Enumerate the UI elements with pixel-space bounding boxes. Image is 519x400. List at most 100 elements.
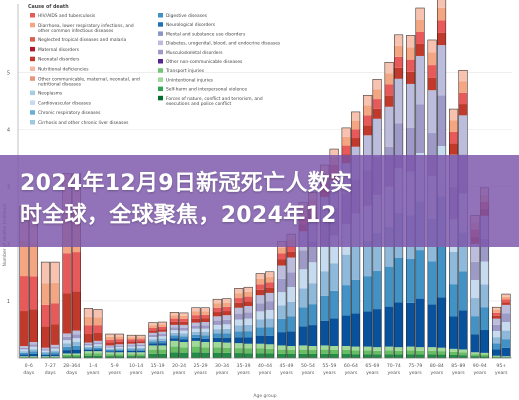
bar-segment [72, 354, 81, 357]
bar-segment [170, 330, 179, 333]
bar-segment [234, 319, 244, 326]
bar-segment [394, 45, 403, 57]
bar-segment [170, 352, 179, 358]
bar-segment [351, 313, 360, 347]
bar-segment [234, 353, 244, 358]
bar-segment [234, 343, 244, 349]
bar-segment [308, 346, 317, 351]
bar-segment [308, 304, 317, 326]
bar-segment [286, 287, 296, 302]
bar-segment [492, 324, 501, 331]
legend-label: Other non-communicable diseases [166, 59, 243, 65]
x-tick-label: years [280, 370, 293, 376]
bar-segment [298, 353, 308, 358]
bar-segment [127, 348, 136, 350]
bar-segment [406, 259, 415, 303]
bar-segment [458, 104, 468, 116]
bar-segment [72, 349, 81, 354]
bar-segment [136, 347, 146, 350]
bar-segment [492, 349, 501, 356]
bar-segment [470, 279, 480, 299]
bar-segment [298, 250, 308, 270]
x-tick-label: years [151, 370, 164, 376]
legend-swatch [30, 37, 35, 42]
bar-segment [41, 347, 50, 350]
legend-label: Maternal disorders [38, 47, 80, 53]
bar-segment [158, 338, 167, 341]
y-tick-label: 1 [7, 299, 10, 305]
bar-segment [406, 47, 415, 60]
x-tick-label: 28–364 [63, 363, 80, 369]
bar-segment [136, 352, 146, 355]
bar-segment [170, 324, 179, 328]
bar-segment [415, 298, 425, 348]
bar-segment [50, 282, 60, 304]
bar-segment [265, 271, 275, 278]
x-axis-label: Age group [253, 393, 276, 399]
bar-segment [406, 35, 415, 48]
bar-segment [449, 120, 458, 132]
bar-segment [415, 350, 425, 355]
bar-segment [93, 342, 103, 345]
bar-segment [492, 318, 501, 325]
bar-segment [458, 70, 468, 82]
bar-segment [449, 354, 458, 358]
bar-segment [427, 133, 437, 176]
bar-segment [372, 118, 382, 157]
x-tick-label: years [473, 370, 486, 376]
bar-segment [341, 136, 351, 146]
bar-segment [277, 318, 287, 333]
bar-segment [501, 347, 511, 357]
bar-segment [179, 333, 189, 337]
bar-segment [320, 353, 329, 358]
bar-segment [127, 343, 136, 346]
bar-segment [84, 345, 93, 347]
bar-segment [115, 350, 124, 353]
bar-segment [170, 338, 179, 341]
bar-segment [329, 149, 339, 157]
bar-segment [158, 334, 167, 337]
bar-segment [243, 287, 253, 292]
x-tick-label: years [259, 370, 272, 376]
bar-segment [406, 59, 415, 72]
bar-segment [243, 296, 253, 302]
bar-segment [243, 291, 253, 297]
x-tick-label: 75–79 [408, 363, 422, 369]
bar-segment [501, 339, 511, 348]
bar-segment [170, 332, 179, 336]
bar-segment [406, 127, 415, 172]
bar-segment [406, 350, 415, 355]
bar-segment [501, 322, 511, 331]
bar-segment [363, 95, 372, 106]
bar-segment [384, 95, 394, 107]
bar-segment [213, 324, 222, 330]
x-tick-label: 55–59 [322, 363, 336, 369]
bar-segment [41, 326, 50, 348]
bar-segment [179, 339, 189, 343]
bar-segment [191, 315, 201, 319]
bar-segment [115, 345, 124, 347]
bar-segment [351, 129, 360, 139]
bar-segment [255, 295, 265, 304]
bar-segment [84, 355, 93, 358]
bar-segment [127, 352, 136, 355]
bar-segment [148, 339, 158, 342]
bar-segment [415, 8, 425, 20]
bar-segment [93, 355, 103, 358]
bar-segment [191, 322, 201, 326]
bar-segment [213, 299, 222, 304]
bar-segment [158, 324, 167, 327]
bar-segment [72, 252, 81, 292]
bar-segment [158, 329, 167, 332]
bar-segment [29, 309, 38, 343]
bar-segment [62, 333, 72, 337]
bar-segment [277, 353, 287, 358]
bar-segment [265, 344, 275, 349]
bar-segment [41, 352, 50, 354]
bar-segment [179, 318, 189, 322]
bar-segment [329, 235, 339, 264]
bar-segment [136, 350, 146, 353]
bar-segment [29, 276, 38, 310]
x-tick-label: 15–19 [151, 363, 165, 369]
bar-segment [170, 312, 179, 316]
